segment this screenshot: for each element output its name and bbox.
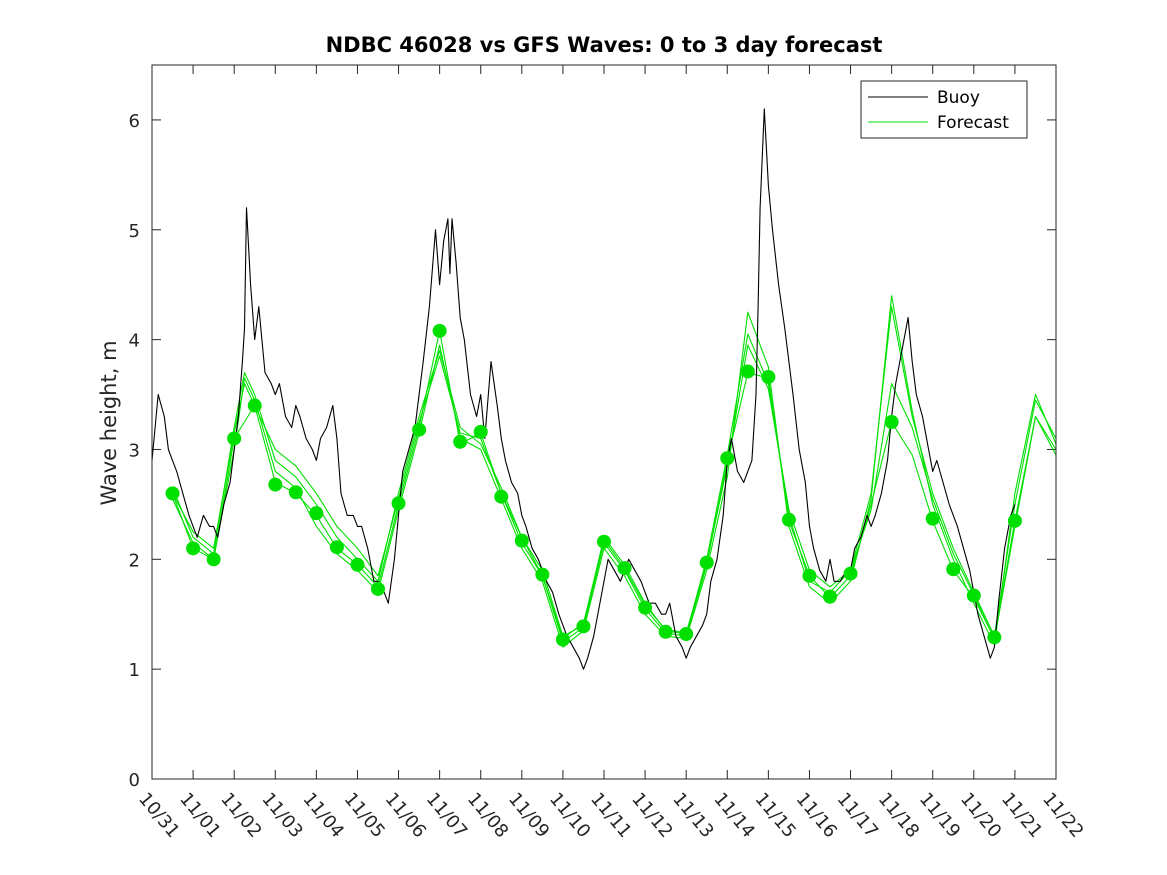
forecast-series-line — [171, 330, 1057, 643]
forecast-marker — [1007, 513, 1022, 528]
forecast-marker — [329, 540, 344, 555]
forecast-marker — [186, 541, 201, 556]
forecast-marker — [494, 489, 509, 504]
forecast-marker — [227, 431, 242, 446]
forecast-marker — [206, 552, 221, 567]
forecast-marker — [987, 630, 1002, 645]
forecast-marker — [823, 589, 837, 604]
forecast-marker — [453, 434, 468, 449]
forecast-marker — [720, 451, 735, 466]
y-tick-label: 2 — [129, 550, 140, 571]
forecast-marker — [884, 415, 899, 429]
y-tick-label: 3 — [129, 440, 140, 461]
forecast-marker — [658, 624, 673, 639]
forecast-marker — [268, 477, 283, 492]
y-tick-label: 1 — [129, 660, 140, 681]
forecast-marker — [555, 632, 570, 647]
legend-label-buoy: Buoy — [937, 88, 980, 108]
legend: Buoy Forecast — [860, 80, 1028, 139]
plot-area — [152, 65, 1056, 779]
forecast-marker — [925, 511, 940, 526]
forecast-marker — [514, 533, 529, 548]
plot-frame — [151, 64, 1057, 780]
legend-box — [860, 80, 1028, 139]
forecast-marker — [391, 496, 406, 511]
forecast-marker — [350, 557, 365, 572]
forecast-marker — [535, 567, 550, 582]
y-tick-label: 4 — [129, 331, 140, 352]
legend-label-forecast: Forecast — [937, 113, 1009, 133]
forecast-marker — [412, 422, 427, 437]
forecast-marker — [288, 485, 303, 500]
forecast-marker — [597, 534, 611, 549]
forecast-marker — [781, 512, 796, 527]
marker-layer — [165, 323, 1022, 647]
forecast-marker — [309, 506, 324, 521]
axis-ticks — [151, 65, 1057, 780]
forecast-marker — [761, 369, 776, 384]
chart-title: NDBC 46028 vs GFS Waves: 0 to 3 day fore… — [326, 33, 883, 57]
y-tick-labels: 0 1 2 3 4 5 6 — [129, 111, 140, 791]
forecast-marker — [966, 588, 981, 603]
forecast-marker — [371, 581, 385, 596]
forecast-marker — [740, 364, 755, 379]
forecast-marker — [473, 424, 488, 439]
y-tick-label: 0 — [129, 770, 140, 791]
y-tick-label: 5 — [129, 221, 140, 242]
forecast-marker — [247, 398, 262, 413]
forecast-marker — [617, 561, 632, 576]
forecast-marker — [843, 566, 858, 581]
y-tick-label: 6 — [129, 111, 140, 132]
forecast-marker — [802, 568, 817, 583]
forecast-marker — [576, 619, 591, 634]
y-axis-label: Wave height, m — [97, 340, 121, 505]
forecast-marker — [946, 562, 961, 577]
buoy-series-line — [151, 108, 1016, 670]
forecast-marker — [679, 627, 694, 642]
forecast-marker — [165, 486, 180, 501]
forecast-marker — [699, 555, 714, 570]
forecast-marker — [638, 600, 653, 615]
forecast-marker — [432, 323, 447, 338]
